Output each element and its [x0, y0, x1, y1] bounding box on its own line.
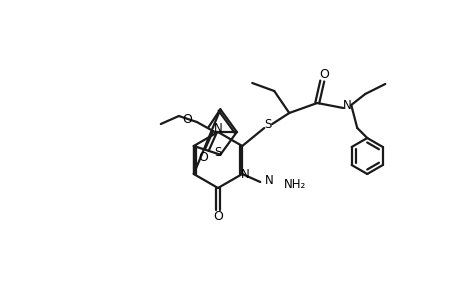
Text: N: N	[342, 98, 351, 112]
Text: NH₂: NH₂	[284, 178, 306, 190]
Text: O: O	[197, 151, 207, 164]
Text: N: N	[213, 122, 222, 134]
Text: N: N	[241, 167, 249, 181]
Text: O: O	[319, 68, 329, 80]
Text: S: S	[264, 118, 271, 130]
Text: O: O	[213, 211, 223, 224]
Text: S: S	[214, 146, 222, 159]
Text: O: O	[182, 112, 191, 125]
Text: N: N	[265, 175, 274, 188]
